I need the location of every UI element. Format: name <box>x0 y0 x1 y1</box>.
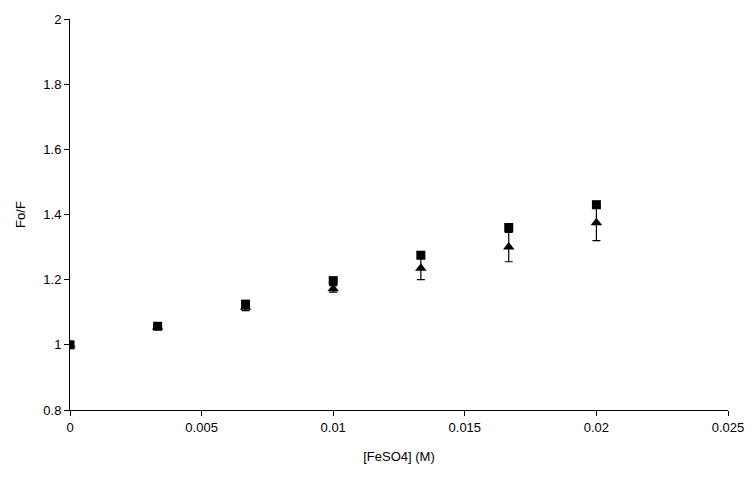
svg-text:0.8: 0.8 <box>43 403 61 418</box>
svg-text:1.2: 1.2 <box>43 272 61 287</box>
svg-text:0.01: 0.01 <box>321 420 346 435</box>
svg-text:[FeSO4] (M): [FeSO4] (M) <box>363 449 435 464</box>
svg-text:Fo/F: Fo/F <box>13 201 28 228</box>
svg-text:0.025: 0.025 <box>712 420 745 435</box>
svg-text:1.6: 1.6 <box>43 142 61 157</box>
svg-text:2: 2 <box>54 12 61 27</box>
svg-text:1.8: 1.8 <box>43 77 61 92</box>
svg-text:1.4: 1.4 <box>43 207 61 222</box>
svg-text:0: 0 <box>66 420 73 435</box>
svg-text:0.005: 0.005 <box>185 420 218 435</box>
svg-text:0.02: 0.02 <box>584 420 609 435</box>
svg-text:0.015: 0.015 <box>449 420 482 435</box>
svg-text:1: 1 <box>54 337 61 352</box>
